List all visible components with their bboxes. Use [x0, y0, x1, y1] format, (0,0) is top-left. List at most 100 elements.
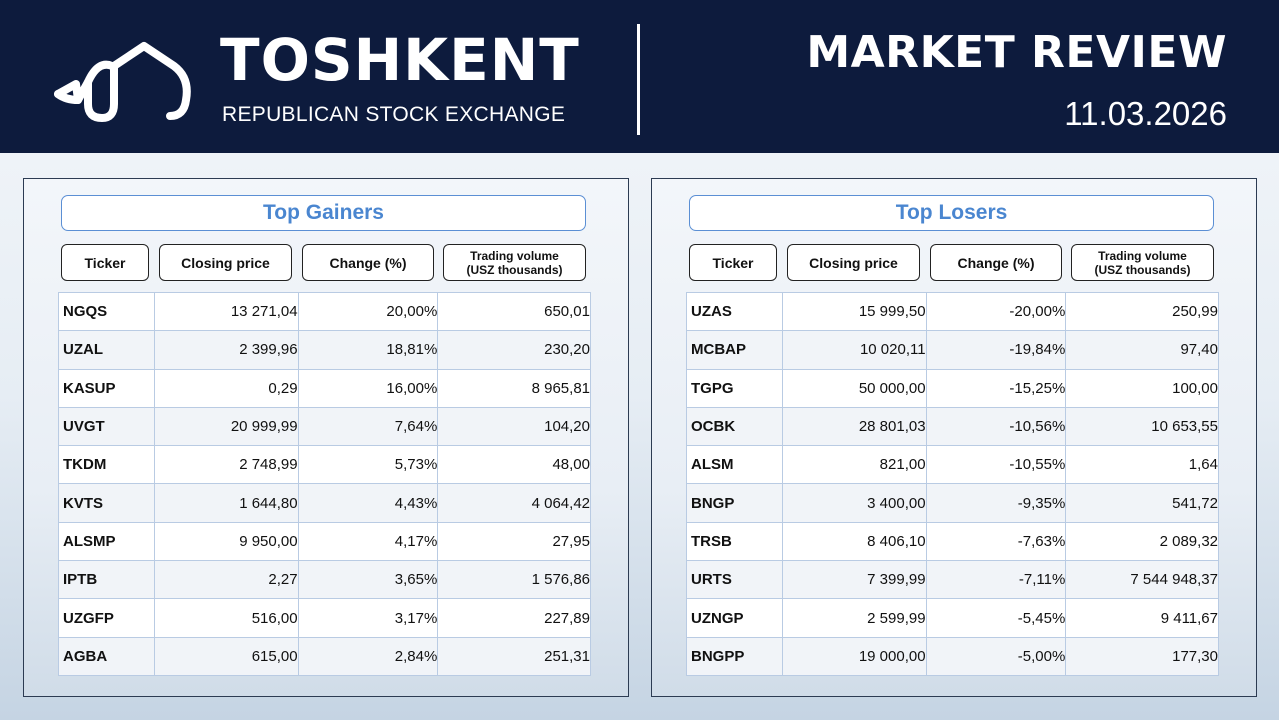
volume-cell: 27,95: [437, 521, 591, 562]
change-cell: -9,35%: [925, 483, 1067, 523]
volume-cell: 100,00: [1065, 368, 1219, 408]
closing-price-cell: 615,00: [153, 636, 299, 676]
closing-price-cell: 28 801,03: [781, 406, 927, 447]
volume-cell: 230,20: [437, 330, 591, 370]
panel-title: Top Gainers: [61, 195, 586, 231]
change-cell: 16,00%: [297, 368, 439, 408]
ticker-cell: ALSMP: [58, 521, 155, 562]
ticker-cell: UZAS: [686, 291, 783, 332]
table-row: KASUP 0,29 16,00% 8 965,81: [58, 368, 591, 408]
closing-price-cell: 19 000,00: [781, 636, 927, 676]
report-date: 11.03.2026: [1064, 95, 1227, 132]
change-cell: -10,55%: [925, 445, 1067, 485]
volume-cell: 4 064,42: [437, 483, 591, 523]
closing-price-cell: 8 406,10: [781, 521, 927, 562]
closing-price-cell: 20 999,99: [153, 406, 299, 447]
ticker-cell: TRSB: [686, 521, 783, 562]
report-title: MARKET REVIEW: [806, 27, 1227, 78]
header-divider: [637, 24, 640, 135]
ticker-cell: TKDM: [58, 445, 155, 485]
change-cell: -10,56%: [925, 406, 1067, 447]
table-row: UZNGP 2 599,99 -5,45% 9 411,67: [686, 598, 1219, 638]
change-cell: 7,64%: [297, 406, 439, 447]
ticker-cell: BNGPP: [686, 636, 783, 676]
ticker-cell: UZGFP: [58, 598, 155, 638]
closing-price-cell: 2 748,99: [153, 445, 299, 485]
volume-cell: 2 089,32: [1065, 521, 1219, 562]
table-row: URTS 7 399,99 -7,11% 7 544 948,37: [686, 560, 1219, 600]
change-cell: -15,25%: [925, 368, 1067, 408]
volume-cell: 8 965,81: [437, 368, 591, 408]
ticker-cell: NGQS: [58, 291, 155, 332]
top-gainers-panel: Top Gainers Ticker Closing price Change …: [23, 178, 629, 697]
closing-price-cell: 821,00: [781, 445, 927, 485]
column-header-volume-line2: (USZ thousands): [466, 262, 563, 277]
change-cell: 4,43%: [297, 483, 439, 523]
table-row: MCBAP 10 020,11 -19,84% 97,40: [686, 330, 1219, 370]
ticker-cell: URTS: [686, 560, 783, 600]
column-header-volume-line2: (USZ thousands): [1094, 262, 1191, 277]
volume-cell: 250,99: [1065, 291, 1219, 332]
ticker-cell: TGPG: [686, 368, 783, 408]
table-row: NGQS 13 271,04 20,00% 650,01: [58, 291, 591, 332]
volume-cell: 177,30: [1065, 636, 1219, 676]
table-row: TKDM 2 748,99 5,73% 48,00: [58, 445, 591, 485]
volume-cell: 9 411,67: [1065, 598, 1219, 638]
column-header-change: Change (%): [930, 244, 1062, 281]
closing-price-cell: 13 271,04: [153, 291, 299, 332]
brand-name: TOSHKENT: [220, 26, 580, 94]
volume-cell: 48,00: [437, 445, 591, 485]
closing-price-cell: 3 400,00: [781, 483, 927, 523]
table-row: UVGT 20 999,99 7,64% 104,20: [58, 406, 591, 447]
brand-subtitle: REPUBLICAN STOCK EXCHANGE: [222, 103, 566, 126]
volume-cell: 541,72: [1065, 483, 1219, 523]
ticker-cell: KVTS: [58, 483, 155, 523]
column-header-ticker: Ticker: [61, 244, 149, 281]
change-cell: 3,17%: [297, 598, 439, 638]
panel-title: Top Losers: [689, 195, 1214, 231]
table-row: TRSB 8 406,10 -7,63% 2 089,32: [686, 521, 1219, 562]
change-cell: 4,17%: [297, 521, 439, 562]
column-header-closing-price: Closing price: [787, 244, 920, 281]
gainers-table: NGQS 13 271,04 20,00% 650,01 UZAL 2 399,96 18…: [58, 291, 591, 676]
ticker-cell: ALSM: [686, 445, 783, 485]
volume-cell: 1,64: [1065, 445, 1219, 485]
ticker-cell: UVGT: [58, 406, 155, 447]
change-cell: 5,73%: [297, 445, 439, 485]
table-row: IPTB 2,27 3,65% 1 576,86: [58, 560, 591, 600]
change-cell: -7,11%: [925, 560, 1067, 600]
table-row: AGBA 615,00 2,84% 251,31: [58, 636, 591, 676]
table-row: UZAS 15 999,50 -20,00% 250,99: [686, 291, 1219, 332]
change-cell: -7,63%: [925, 521, 1067, 562]
ticker-cell: OCBK: [686, 406, 783, 447]
change-cell: -19,84%: [925, 330, 1067, 370]
volume-cell: 97,40: [1065, 330, 1219, 370]
table-row: UZAL 2 399,96 18,81% 230,20: [58, 330, 591, 370]
exchange-logo-icon: [54, 42, 191, 122]
closing-price-cell: 2,27: [153, 560, 299, 600]
table-row: BNGPP 19 000,00 -5,00% 177,30: [686, 636, 1219, 676]
table-row: OCBK 28 801,03 -10,56% 10 653,55: [686, 406, 1219, 447]
closing-price-cell: 516,00: [153, 598, 299, 638]
ticker-cell: UZAL: [58, 330, 155, 370]
change-cell: 2,84%: [297, 636, 439, 676]
volume-cell: 1 576,86: [437, 560, 591, 600]
change-cell: 18,81%: [297, 330, 439, 370]
column-header-volume-line1: Trading volume: [1098, 248, 1187, 263]
volume-cell: 251,31: [437, 636, 591, 676]
table-row: TGPG 50 000,00 -15,25% 100,00: [686, 368, 1219, 408]
change-cell: -20,00%: [925, 291, 1067, 332]
closing-price-cell: 1 644,80: [153, 483, 299, 523]
column-header-change: Change (%): [302, 244, 434, 281]
losers-table: UZAS 15 999,50 -20,00% 250,99 MCBAP 10 020,1…: [686, 291, 1219, 676]
change-cell: -5,00%: [925, 636, 1067, 676]
closing-price-cell: 7 399,99: [781, 560, 927, 600]
table-row: KVTS 1 644,80 4,43% 4 064,42: [58, 483, 591, 523]
closing-price-cell: 50 000,00: [781, 368, 927, 408]
ticker-cell: KASUP: [58, 368, 155, 408]
closing-price-cell: 10 020,11: [781, 330, 927, 370]
table-row: UZGFP 516,00 3,17% 227,89: [58, 598, 591, 638]
ticker-cell: UZNGP: [686, 598, 783, 638]
closing-price-cell: 2 399,96: [153, 330, 299, 370]
table-row: ALSM 821,00 -10,55% 1,64: [686, 445, 1219, 485]
